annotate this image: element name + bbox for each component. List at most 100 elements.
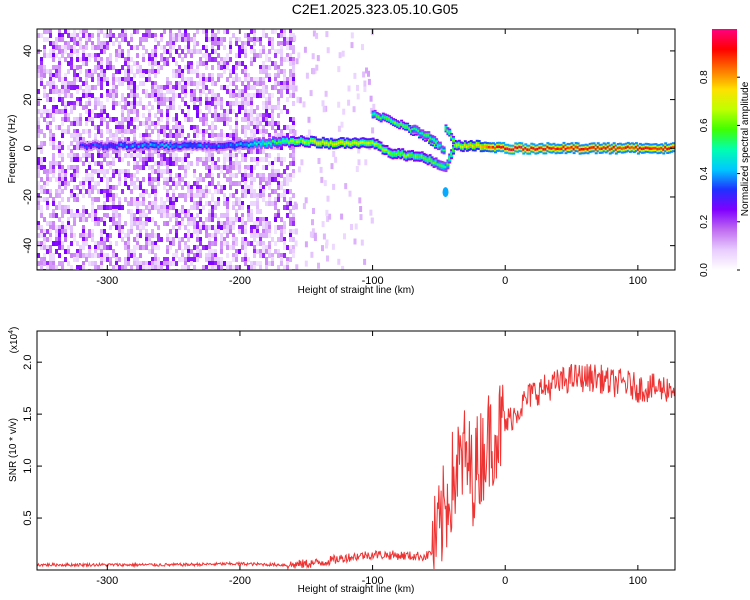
spectrogram-cell	[49, 33, 52, 38]
spectrogram-cell	[259, 237, 262, 242]
spectrogram-cell	[148, 149, 151, 154]
spectrogram-cell	[106, 81, 109, 86]
spectrogram-cell	[357, 142, 361, 146]
spectrogram-cell	[211, 29, 214, 34]
spectrogram-cell	[367, 142, 371, 145]
spectrogram-cell	[220, 129, 223, 134]
spectrogram-cell	[97, 181, 100, 186]
spectrogram-cell	[49, 141, 52, 146]
spectrogram-cell	[64, 177, 67, 182]
spectrogram-cell	[58, 37, 61, 42]
spectrogram-cell	[67, 125, 70, 130]
spectrogram-cell	[423, 134, 427, 137]
spectrogram-cell	[46, 125, 49, 130]
spectrogram-cell	[139, 217, 142, 222]
spectrogram-cell	[70, 121, 73, 126]
spectrogram-cell	[347, 85, 351, 92]
spectrogram-cell	[88, 177, 91, 182]
spectrogram-cell	[594, 148, 598, 151]
spectrogram-cell	[106, 65, 109, 70]
spectrogram-cell	[265, 85, 268, 90]
spectrogram-cell	[151, 157, 154, 162]
spectrogram-cell	[250, 133, 253, 138]
spectrogram-cell	[130, 181, 133, 186]
spectrogram-cell	[157, 265, 160, 270]
spectrogram-cell	[73, 49, 76, 54]
spectrogram-cell	[229, 49, 232, 54]
spectrogram-cell	[139, 69, 142, 74]
spectrogram-cell	[259, 77, 262, 82]
snr-y-multiplier-base: (x10	[9, 333, 20, 353]
spectrogram-cell	[244, 125, 247, 130]
spectrogram-cell	[67, 93, 70, 98]
spectrogram-cell	[106, 197, 109, 202]
spectrogram-cell	[289, 221, 292, 226]
spectrogram-cell	[427, 134, 431, 137]
spectrogram-cell	[172, 253, 175, 258]
spectrogram-cell	[199, 173, 202, 178]
spectrogram-cell	[163, 257, 166, 262]
spectrogram-cell	[226, 261, 229, 266]
spectrogram-cell	[292, 253, 295, 258]
spectrogram-cell	[289, 53, 292, 58]
spectrogram-cell	[265, 97, 268, 102]
spectrogram-cell	[142, 189, 145, 194]
spectrogram-cell	[154, 113, 157, 118]
spectrogram-cell	[103, 253, 106, 258]
spectrogram-cell	[175, 137, 178, 142]
spectrogram-cell	[61, 117, 64, 122]
spectrogram-cell	[91, 229, 94, 234]
spectrogram-cell	[562, 145, 566, 149]
spectrogram-cell	[253, 253, 256, 258]
spectrogram-cell	[61, 189, 64, 194]
spectrogram-cell	[133, 153, 136, 158]
spectrogram-cell	[67, 101, 70, 106]
spectrogram-cell	[211, 257, 214, 262]
spectrogram-cell	[118, 53, 121, 58]
spectrogram-cell	[172, 117, 175, 122]
spectrogram-cell	[184, 37, 187, 42]
spectrogram-cell	[325, 209, 329, 216]
spectrogram-cell	[70, 149, 73, 154]
spectrogram-cell	[241, 45, 244, 50]
spectrogram-cell	[52, 117, 55, 122]
spectrogram-cell	[265, 113, 268, 118]
spectrogram-cell	[115, 221, 118, 226]
spectrogram-cell	[79, 69, 82, 74]
spectrogram-cell	[43, 85, 46, 90]
spectrogram-cell	[79, 117, 82, 122]
spectrogram-cell	[196, 61, 199, 66]
spectrogram-cell	[76, 33, 79, 38]
spectrogram-cell	[103, 69, 106, 74]
spectrogram-cell	[160, 173, 163, 178]
spectrogram-cell	[70, 173, 73, 178]
spectrogram-cell	[82, 193, 85, 198]
spectrogram-cell	[118, 101, 121, 106]
spectrogram-cell	[94, 249, 97, 254]
spectrogram-cell	[154, 81, 157, 86]
spectrogram-cell	[202, 225, 205, 230]
spectrogram-cell	[193, 101, 196, 106]
spectrogram-cell	[88, 181, 91, 186]
spectrogram-cell	[205, 53, 208, 58]
spectrogram-cell	[256, 81, 259, 86]
spectrogram-cell	[133, 213, 136, 218]
spectrogram-cell	[148, 157, 151, 162]
spectrogram-cell	[286, 189, 289, 194]
spectrogram-cell	[178, 29, 181, 34]
spectrogram-cell	[100, 45, 103, 50]
spectrogram-cell	[145, 144, 149, 147]
spectrogram-cell	[373, 143, 377, 146]
spectrogram-cell	[109, 245, 112, 250]
spectrogram-cell	[103, 193, 106, 198]
spectrogram-cell	[256, 157, 259, 162]
spectrogram-cell	[214, 253, 217, 258]
spectrogram-cell	[157, 257, 160, 262]
spectrogram-cell	[145, 117, 148, 122]
spectrogram-cell	[626, 145, 630, 149]
spectrogram-cell	[265, 69, 268, 74]
spectrogram-cell	[187, 41, 190, 46]
spectrogram-cell	[311, 228, 315, 235]
spectrogram-cell	[217, 197, 220, 202]
spectrogram-cell	[151, 93, 154, 98]
